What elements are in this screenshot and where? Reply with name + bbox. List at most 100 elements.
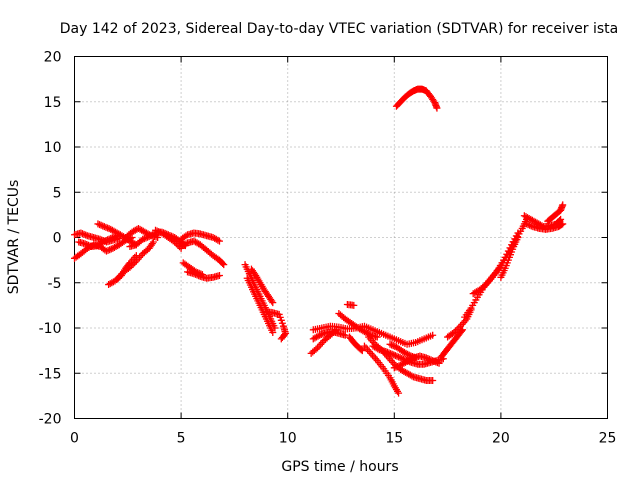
data-point — [81, 240, 89, 248]
data-point — [424, 355, 432, 363]
data-point — [385, 349, 393, 357]
data-point — [100, 237, 108, 245]
x-tick-label: 10 — [279, 431, 297, 447]
data-point — [97, 221, 105, 229]
data-point — [429, 331, 437, 339]
data-point — [427, 356, 435, 364]
data-point — [96, 221, 104, 229]
data-point — [391, 352, 399, 360]
data-point — [100, 223, 108, 231]
data-point — [522, 220, 530, 228]
data-point — [404, 350, 412, 358]
series-t11 — [177, 237, 228, 269]
data-point — [433, 359, 441, 367]
data-point — [373, 333, 381, 341]
data-point — [390, 351, 398, 359]
data-point — [504, 247, 512, 255]
data-point — [320, 329, 328, 337]
data-point — [357, 346, 365, 354]
data-point — [194, 269, 202, 277]
data-point — [526, 221, 534, 229]
data-point — [102, 247, 110, 255]
series-t18 — [309, 322, 437, 348]
data-point — [192, 268, 200, 276]
data-point — [219, 260, 227, 268]
data-point — [388, 350, 396, 358]
series-t6 — [113, 238, 157, 283]
data-point — [104, 246, 112, 254]
data-point — [106, 246, 114, 254]
data-point — [83, 241, 91, 249]
data-point — [77, 229, 85, 237]
data-point — [278, 334, 286, 342]
data-point — [383, 348, 391, 356]
data-point — [398, 354, 406, 362]
y-tick-label: 5 — [53, 185, 62, 201]
series-t29 — [392, 85, 441, 112]
data-point — [182, 232, 190, 240]
data-point — [524, 221, 532, 229]
series-t13 — [179, 259, 206, 279]
data-point — [453, 325, 461, 333]
data-point — [316, 331, 324, 339]
series-t15 — [243, 274, 277, 337]
y-tick-label: -5 — [48, 276, 62, 292]
series-t24 — [360, 342, 403, 397]
data-point — [430, 357, 438, 365]
data-point — [389, 342, 397, 350]
data-point — [197, 270, 205, 278]
y-tick-label: 0 — [53, 231, 62, 247]
data-point — [215, 237, 223, 245]
series-t34 — [497, 234, 522, 281]
data-point — [452, 327, 460, 335]
data-point — [80, 230, 88, 238]
data-point — [358, 347, 366, 355]
data-point — [558, 221, 566, 229]
data-point — [392, 363, 400, 371]
data-point — [559, 201, 567, 209]
data-point — [269, 329, 277, 337]
x-tick-label: 5 — [177, 431, 186, 447]
series-t14 — [241, 261, 279, 332]
data-point — [527, 222, 535, 230]
data-point — [557, 215, 565, 223]
data-point — [149, 238, 157, 246]
data-point — [140, 235, 148, 243]
data-point — [153, 227, 161, 235]
data-point — [142, 234, 150, 242]
data-points — [71, 85, 567, 397]
data-point — [387, 350, 395, 358]
data-point — [408, 353, 416, 361]
data-point — [390, 364, 398, 372]
data-point — [341, 331, 349, 339]
series-t10 — [177, 229, 223, 245]
series-t20 — [309, 328, 349, 343]
data-point — [395, 353, 403, 361]
data-point — [429, 357, 437, 365]
data-point — [215, 272, 223, 280]
x-tick-label: 0 — [70, 431, 79, 447]
x-tick-label: 15 — [385, 431, 403, 447]
data-point — [214, 236, 222, 244]
data-point — [99, 222, 107, 230]
data-point — [435, 359, 443, 367]
data-point — [350, 301, 358, 309]
data-point — [107, 234, 115, 242]
series-t21 — [343, 300, 358, 309]
data-point — [386, 340, 394, 348]
y-tick-label: -20 — [39, 412, 62, 428]
data-point — [408, 372, 416, 380]
data-point — [152, 226, 160, 234]
y-tick-label: -10 — [39, 321, 62, 337]
data-point — [314, 332, 322, 340]
data-point — [104, 236, 112, 244]
y-tick-label: 20 — [44, 50, 62, 66]
x-tick-label: 25 — [599, 431, 617, 447]
data-point — [382, 348, 390, 356]
data-point — [78, 230, 86, 238]
data-point — [108, 234, 116, 242]
series-t9 — [152, 226, 185, 252]
data-point — [395, 389, 403, 397]
data-point — [410, 353, 418, 361]
series-t30 — [437, 326, 467, 361]
